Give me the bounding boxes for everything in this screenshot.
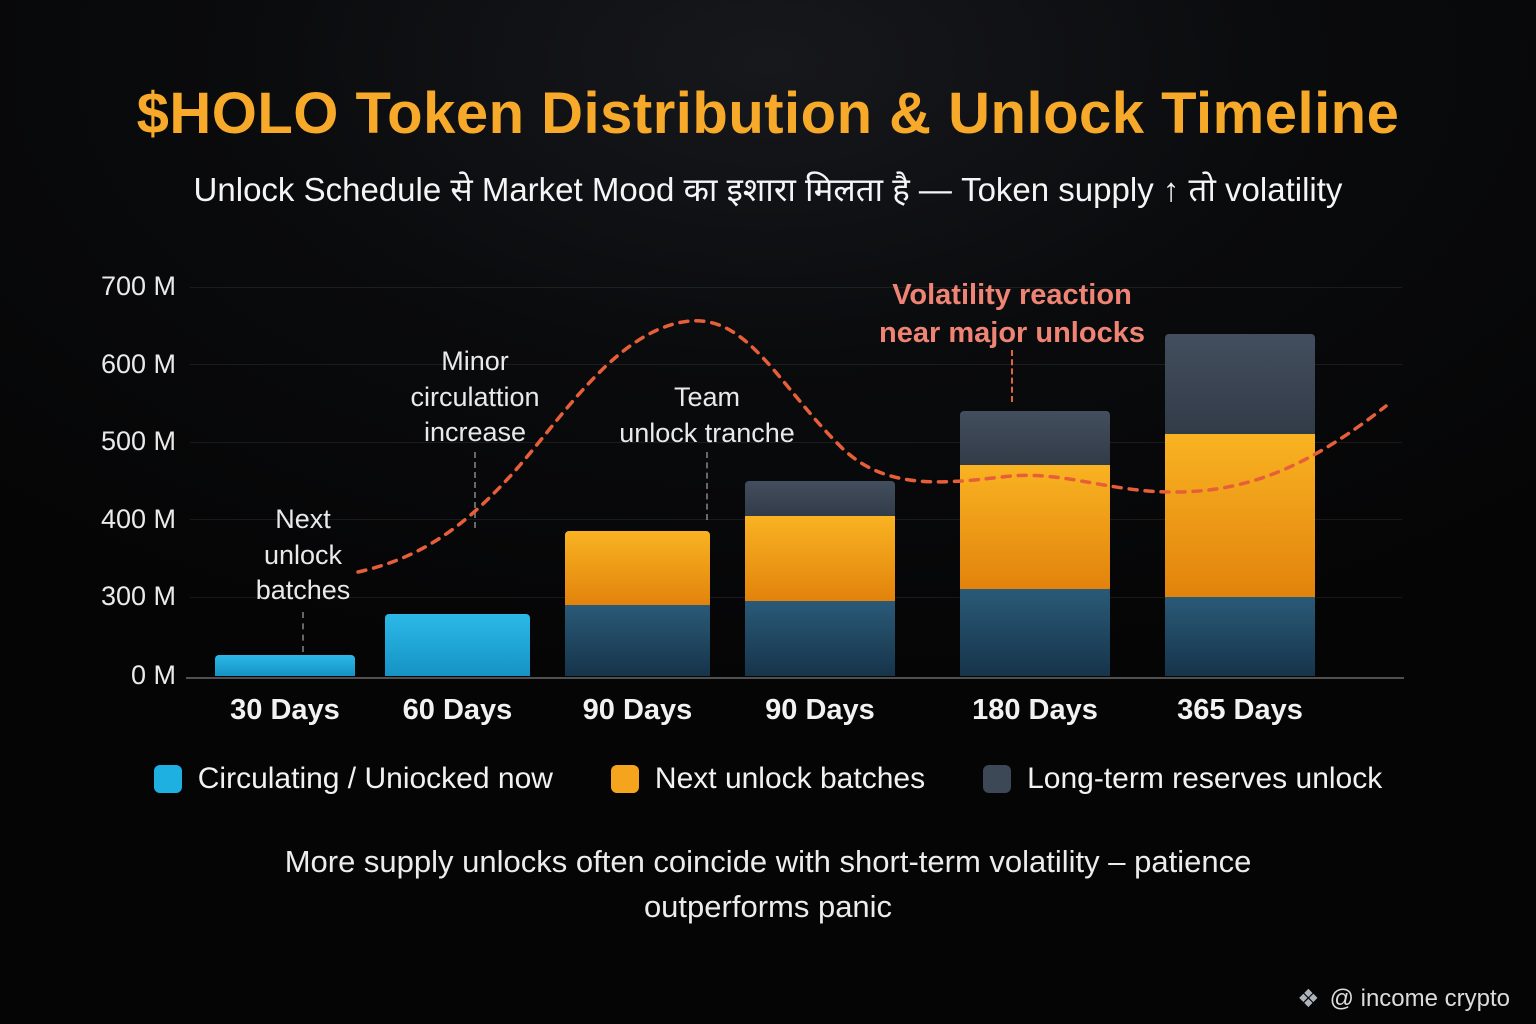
annotation-next-unlock: Next unlock batches	[255, 504, 351, 606]
legend-swatch-reserves	[983, 765, 1012, 793]
y-axis-tick-label: 500 M	[100, 426, 176, 456]
legend-swatch-circulating	[153, 765, 182, 793]
bar-segment-next-unlock-batches	[745, 515, 895, 601]
annotation-leader-line-next-unlock	[302, 612, 304, 652]
x-axis-category-label: 60 Days	[402, 694, 513, 726]
bar-segment-circulating-uniocked-now	[1165, 597, 1315, 676]
y-axis-tick-label: 600 M	[100, 348, 176, 379]
legend-item-circulating: Circulating / Uniocked now	[153, 762, 553, 796]
y-axis-tick-label: 300 M	[100, 581, 176, 611]
x-axis-category-label: 365 Days	[1177, 694, 1303, 726]
footnote-line2: outperforms panic	[643, 888, 893, 924]
bar-segment-circulating-uniocked-now	[385, 614, 530, 676]
x-axis-category-label: 180 Days	[972, 694, 1098, 726]
bar-segment-next-unlock-batches	[960, 465, 1110, 590]
y-axis-tick-label: 0 M	[130, 660, 176, 690]
x-axis-category-label: 30 Days	[230, 694, 340, 726]
annotation-leader-line-minor-circulation	[474, 452, 476, 528]
legend-label-next-unlock: Next unlock batches	[654, 762, 926, 795]
credit-handle: @ income crypto	[1329, 985, 1510, 1012]
legend-item-reserves: Long-term reserves unlock	[983, 762, 1382, 796]
annotation-minor-circulation: Minor circulattion increase	[410, 346, 540, 448]
credit: ❖ @ income crypto	[1297, 984, 1510, 1014]
x-axis-line	[186, 677, 1404, 679]
bar-segment-circulating-uniocked-now	[745, 600, 895, 676]
gridline	[190, 286, 1402, 288]
binance-logo-icon: ❖	[1297, 985, 1320, 1013]
y-axis-tick-label: 400 M	[100, 503, 176, 534]
page-title: $HOLO Token Distribution & Unlock Timeli…	[136, 81, 1400, 146]
legend-swatch-next-unlock	[610, 765, 639, 793]
x-axis-category-label: 90 Days	[582, 694, 693, 726]
annotation-volatility: Volatility reaction near major unlocks	[879, 279, 1145, 350]
bar-segment-long-term-reserves-unlock	[960, 411, 1110, 466]
footnote-line1: More supply unlocks often coincide with …	[284, 844, 1252, 879]
bar-segment-long-term-reserves-unlock	[1165, 333, 1315, 435]
subtitle: Unlock Schedule से Market Mood का इशारा …	[193, 171, 1343, 208]
annotation-leader-line-team-unlock	[706, 452, 708, 520]
legend-label-reserves: Long-term reserves unlock	[1027, 762, 1383, 795]
annotation-team-unlock: Team unlock tranche	[619, 382, 795, 448]
footnote: More supply unlocks often coincide with …	[0, 840, 1536, 930]
bar-segment-next-unlock-batches	[565, 531, 710, 605]
bar-segment-next-unlock-batches	[1165, 434, 1315, 597]
bar-segment-circulating-uniocked-now	[215, 654, 355, 676]
y-axis-tick-label: 700 M	[100, 271, 176, 301]
bar-segment-circulating-uniocked-now	[565, 604, 710, 676]
bar-segment-circulating-uniocked-now	[960, 589, 1110, 676]
annotation-leader-line-volatility	[1011, 350, 1013, 402]
legend-label-circulating: Circulating / Uniocked now	[197, 762, 553, 795]
legend-item-next-unlock: Next unlock batches	[610, 762, 926, 796]
legend: Circulating / Uniocked now Next unlock b…	[0, 762, 1536, 796]
x-axis-category-label: 90 Days	[765, 694, 875, 726]
bar-segment-long-term-reserves-unlock	[745, 480, 895, 516]
